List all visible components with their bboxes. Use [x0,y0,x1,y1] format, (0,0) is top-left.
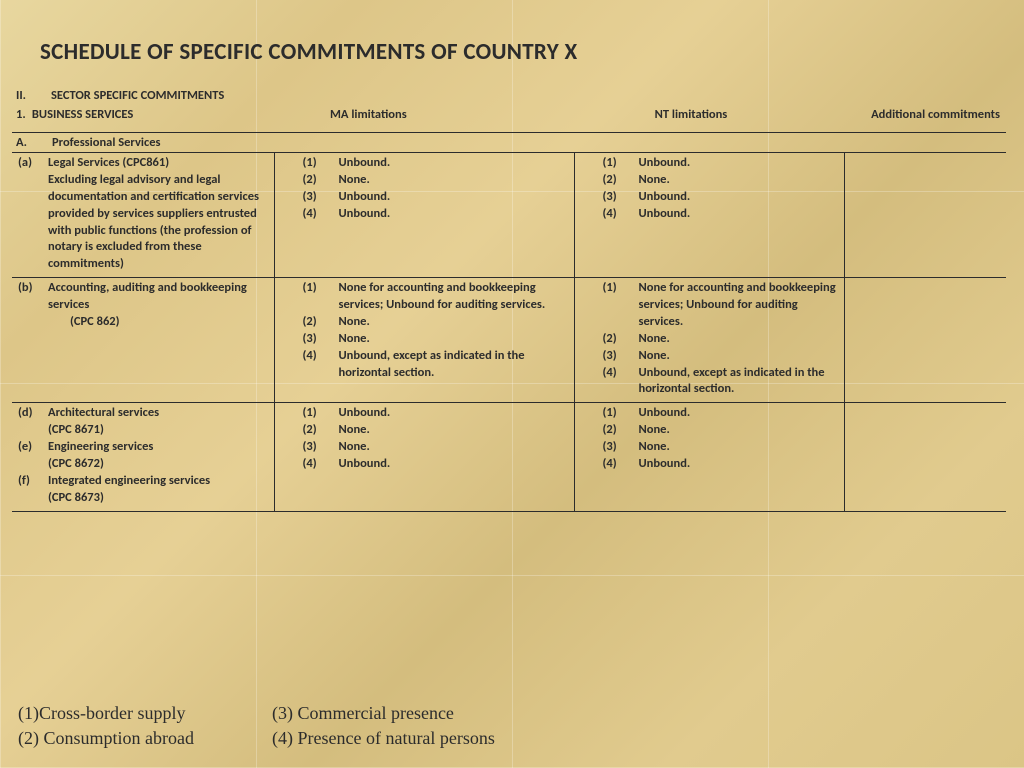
nt-item: None for accounting and bookkeeping serv… [639,280,836,329]
row-marker: (d) [18,405,48,422]
table-row: (d)Architectural services (CPC 8671) (e)… [12,403,1006,511]
row-marker: (b) [18,280,48,297]
nt-item: Unbound. [639,405,691,420]
ma-item: Unbound. [339,456,391,471]
ma-item: None. [339,331,370,346]
additional-cell [844,153,1006,278]
nt-cell: (1)Unbound. (2)None. (3)Unbound. (4)Unbo… [574,153,844,278]
additional-cell [844,278,1006,403]
nt-cell: (1)None for accounting and bookkeeping s… [574,278,844,403]
row-sub: (CPC 862) [18,314,268,331]
slide-container: SCHEDULE OF SPECIFIC COMMITMENTS OF COUN… [0,0,1024,768]
ma-item: None for accounting and bookkeeping serv… [339,280,546,312]
subsection-row: A. Professional Services [12,133,1006,153]
row-head: Engineering services [48,439,153,454]
col-header-nt: NT limitations [574,105,844,133]
row-head: Legal Services (CPC861) [48,155,169,170]
row-sub: (CPC 8671) [18,422,268,439]
ma-item: None. [339,314,370,329]
table-row: (a)Legal Services (CPC861) Excluding leg… [12,153,1006,278]
ma-item: Unbound. [339,189,391,204]
ma-item: None. [339,422,370,437]
row-body: Excluding legal advisory and legal docum… [18,172,268,273]
ma-item: Unbound, except as indicated in the hori… [339,348,525,380]
table-column-headers: 1. BUSINESS SERVICES MA limitations NT l… [12,105,1006,133]
service-cell-accounting: (b)Accounting, auditing and bookkeeping … [12,278,274,403]
nt-item: Unbound. [639,189,691,204]
row-head: Architectural services [48,405,159,420]
nt-cell: (1)Unbound. (2)None. (3)None. (4)Unbound… [574,403,844,511]
ma-cell: (1)Unbound. (2)None. (3)None. (4)Unbound… [274,403,574,511]
ma-item: Unbound. [339,155,391,170]
ma-item: None. [339,439,370,454]
table-row: (b)Accounting, auditing and bookkeeping … [12,278,1006,403]
ma-cell: (1)None for accounting and bookkeeping s… [274,278,574,403]
nt-item: None. [639,439,670,454]
subsection-label: A. Professional Services [12,133,1006,153]
col-header-business: 1. BUSINESS SERVICES [12,105,274,133]
additional-cell [844,403,1006,511]
row-sub: (CPC 8673) [18,490,268,507]
table-header-section: II. SECTOR SPECIFIC COMMITMENTS [12,86,1006,105]
nt-item: Unbound. [639,456,691,471]
nt-item: None. [639,422,670,437]
nt-item: None. [639,172,670,187]
ma-item: Unbound. [339,206,391,221]
row-sub: (CPC 8672) [18,456,268,473]
legend-item: (3) Commercial presence [272,701,592,725]
nt-item: Unbound. [639,155,691,170]
nt-item: Unbound. [639,206,691,221]
legend-item: (4) Presence of natural persons [272,726,592,750]
legend: (1)Cross-border supply (3) Commercial pr… [18,701,592,750]
legend-item: (1)Cross-border supply [18,701,268,725]
nt-item: None. [639,331,670,346]
nt-item: Unbound, except as indicated in the hori… [639,365,825,397]
slide-title: SCHEDULE OF SPECIFIC COMMITMENTS OF COUN… [12,38,1006,66]
col-header-additional: Additional commitments [844,105,1006,133]
row-marker: (f) [18,473,48,490]
ma-item: None. [339,172,370,187]
service-cell-legal: (a)Legal Services (CPC861) Excluding leg… [12,153,274,278]
row-marker: (e) [18,439,48,456]
col-header-ma: MA limitations [274,105,574,133]
ma-cell: (1)Unbound. (2)None. (3)Unbound. (4)Unbo… [274,153,574,278]
row-head: Integrated engineering services [48,473,210,488]
section-heading: II. SECTOR SPECIFIC COMMITMENTS [12,86,1006,105]
legend-item: (2) Consumption abroad [18,726,268,750]
row-marker: (a) [18,155,48,172]
nt-item: None. [639,348,670,363]
service-cell-arch-eng: (d)Architectural services (CPC 8671) (e)… [12,403,274,511]
row-head: Accounting, auditing and bookkeeping ser… [48,280,247,312]
commitments-table: II. SECTOR SPECIFIC COMMITMENTS 1. BUSIN… [12,86,1006,512]
ma-item: Unbound. [339,405,391,420]
